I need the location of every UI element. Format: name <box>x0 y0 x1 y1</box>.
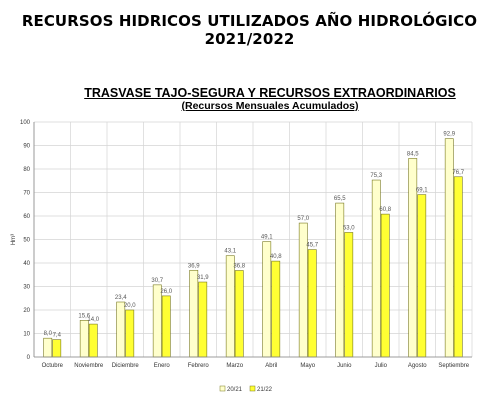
bar-21-22 <box>271 260 281 358</box>
bar-series: 8,0 7,4 15,614,0 23,4 20,0 30,7 26,0 36,9 31,9 43… <box>43 132 465 358</box>
x-tick-label: Marzo <box>226 363 243 369</box>
bar-21-22 <box>417 194 427 358</box>
data-label: 57,0 <box>297 216 309 222</box>
bar-21-22 <box>88 323 98 358</box>
legend-swatch <box>249 385 256 392</box>
x-tick-label: Mayo <box>300 363 315 369</box>
y-tick-label: 30 <box>23 285 30 291</box>
x-tick-label: Febrero <box>188 363 210 369</box>
data-label: 49,1 <box>261 235 273 241</box>
y-tick-label: 0 <box>27 355 31 361</box>
legend-label: 21/22 <box>257 387 273 393</box>
legend: 20/21 21/22 <box>219 385 273 393</box>
data-label: 7,4 <box>53 333 62 339</box>
data-label: 53,0 <box>343 225 355 231</box>
y-tick-label: 60 <box>23 214 30 220</box>
data-label: 43,1 <box>224 249 236 255</box>
bar-20-21 <box>79 320 89 358</box>
x-tick-label: Julio <box>375 363 388 369</box>
x-tick-label: Noviembre <box>74 363 104 369</box>
page-title: RECURSOS HIDRICOS UTILIZADOS AÑO HIDROLÓ… <box>21 12 478 48</box>
legend-label: 20/21 <box>227 387 243 393</box>
bar-20-21 <box>225 255 235 358</box>
bar-21-22 <box>161 295 171 358</box>
x-tick-label: Septiembre <box>438 363 469 369</box>
bar-20-21 <box>116 301 126 358</box>
bar-21-22 <box>380 213 390 358</box>
x-tick-label: Abril <box>265 363 277 369</box>
bar-21-22 <box>125 309 135 358</box>
y-tick-label: 90 <box>23 144 30 150</box>
y-tick-label: 80 <box>23 167 30 173</box>
bar-20-21 <box>43 337 53 358</box>
bar-21-22 <box>453 176 463 358</box>
data-label: 84,5 <box>407 151 419 157</box>
x-tick-label: Enero <box>154 363 171 369</box>
y-tick-label: 20 <box>23 308 30 314</box>
data-label: 92,9 <box>443 132 455 138</box>
bar-21-22 <box>234 270 244 358</box>
data-label: 15,6 <box>78 313 90 319</box>
x-tick-label: Agosto <box>408 363 427 369</box>
bar-21-22 <box>344 232 354 358</box>
x-tick-label: Diciembre <box>112 363 140 369</box>
y-tick-label: 40 <box>23 261 30 267</box>
bar-20-21 <box>189 269 199 358</box>
chart-title: TRASVASE TAJO-SEGURA Y RECURSOS EXTRAORD… <box>84 86 456 100</box>
y-axis-label: Hm³ <box>11 234 17 245</box>
bar-20-21 <box>152 284 162 358</box>
x-tick-label: Junio <box>337 363 352 369</box>
data-label: 40,8 <box>270 254 282 260</box>
y-tick-label: 100 <box>20 120 31 126</box>
data-label: 14,0 <box>87 317 99 323</box>
y-tick-label: 50 <box>23 238 30 244</box>
data-label: 30,7 <box>151 278 163 284</box>
y-tick-label: 10 <box>23 332 30 338</box>
data-label: 75,3 <box>370 173 382 179</box>
x-tick-label: Octubre <box>42 363 64 369</box>
data-label: 36,9 <box>188 263 200 269</box>
data-label: 76,7 <box>452 170 464 176</box>
data-label: 60,8 <box>379 207 391 213</box>
data-label: 20,0 <box>124 303 136 309</box>
data-label: 26,0 <box>160 289 172 295</box>
data-label: 45,7 <box>306 243 318 249</box>
grid-lines <box>33 121 473 358</box>
axes: 0 10 20 30 40 50 60 70 80 90 100 Hm³ Octubre Noviembr… <box>11 120 472 369</box>
data-label: 36,8 <box>233 264 245 270</box>
data-label: 65,5 <box>334 196 346 202</box>
data-label: 23,4 <box>115 295 127 301</box>
bar-21-22 <box>52 339 62 358</box>
data-label: 31,9 <box>197 275 209 281</box>
y-tick-label: 70 <box>23 191 30 197</box>
data-label: 69,1 <box>416 188 428 194</box>
chart-subtitle: (Recursos Mensuales Acumulados) <box>181 100 359 112</box>
bar-21-22 <box>307 249 317 358</box>
legend-swatch <box>219 385 226 392</box>
data-label: 8,0 <box>44 331 53 337</box>
bar-21-22 <box>198 281 208 358</box>
